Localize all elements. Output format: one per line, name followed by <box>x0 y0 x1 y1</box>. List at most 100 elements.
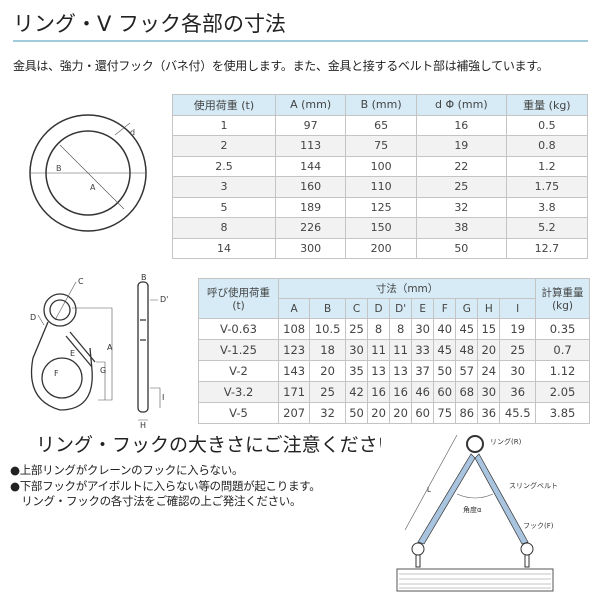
table-cell: 10.5 <box>309 318 346 340</box>
table-cell: 40 <box>433 318 457 340</box>
load-header: 呼び使用荷重 (t) <box>197 278 280 319</box>
column-header: E <box>411 298 435 319</box>
table-cell: 36 <box>499 381 537 403</box>
table-cell: 8 <box>172 217 276 239</box>
table-cell: 113 <box>274 135 347 157</box>
table-cell: 15 <box>477 318 501 340</box>
sling-label-ring: リング(R) <box>490 437 522 446</box>
hook-label-h: H <box>140 421 146 430</box>
table-cell: 5 <box>172 196 276 218</box>
table-cell: 108 <box>278 318 311 340</box>
ring-label-d: d <box>130 128 135 137</box>
table-cell: 45 <box>433 339 457 361</box>
table-cell: 0.8 <box>505 135 589 157</box>
table-cell: 30 <box>411 318 435 340</box>
table-cell: 97 <box>274 114 347 136</box>
column-header: G <box>455 298 479 319</box>
hook-label-d: D <box>30 313 36 322</box>
table-cell: 150 <box>345 217 417 239</box>
table-cell: 100 <box>345 155 417 177</box>
table-row: V-1.25 123 18 30 11 11 33 45 48 20 25 0.7 <box>197 339 590 361</box>
table-cell: 16 <box>415 114 507 136</box>
table-cell: V-1.25 <box>197 339 280 361</box>
table-cell: V-2 <box>197 360 280 382</box>
table-cell: 160 <box>274 176 347 198</box>
sling-label-length: L <box>427 486 431 494</box>
table-cell: 57 <box>455 360 479 382</box>
table-cell: 86 <box>455 402 479 424</box>
table-cell: 25 <box>499 339 537 361</box>
table-cell: 8 <box>389 318 413 340</box>
ring-dimension-table: 使用荷重 (t) A (mm) B (mm) d Φ (mm) 重量 (kg) 1 97 65… <box>172 94 589 259</box>
table-cell: 1.12 <box>535 360 590 382</box>
column-header: 重量 (kg) <box>505 94 589 116</box>
table-cell: 11 <box>389 339 413 361</box>
hook-diagram: C D E F G A B D' H I <box>30 273 168 430</box>
table-cell: 35 <box>344 360 369 382</box>
table-row: 5 189 125 32 3.8 <box>172 196 589 218</box>
column-header: D' <box>389 298 413 319</box>
column-header: C <box>344 298 369 319</box>
table-cell: 13 <box>389 360 413 382</box>
table-cell: 200 <box>345 237 417 259</box>
intro-text: 金具は、強力・還付フック（バネ付）を使用します。また、金具と接するベルト部は補強… <box>13 59 549 73</box>
table-cell: 13 <box>367 360 391 382</box>
table-cell: 32 <box>415 196 507 218</box>
table-row: 3 160 110 25 1.75 <box>172 176 589 198</box>
table-cell: 1.2 <box>505 155 589 177</box>
sling-label-hook: フック(F) <box>523 522 554 530</box>
table-cell: 30 <box>499 360 537 382</box>
table-cell: 46 <box>411 381 435 403</box>
table-cell: 68 <box>455 381 479 403</box>
hook-label-e: E <box>70 349 75 358</box>
table-cell: 48 <box>455 339 479 361</box>
table-cell: 3.85 <box>535 402 590 424</box>
column-header: I <box>499 298 537 319</box>
table-row: V-5 207 32 50 20 20 60 75 86 36 45.5 3.85 <box>197 402 590 424</box>
hook-label-a: A <box>107 343 113 352</box>
table-cell: 45.5 <box>499 402 537 424</box>
table-cell: 12.7 <box>505 237 589 259</box>
table-cell: 32 <box>309 402 346 424</box>
table-cell: 3 <box>172 176 276 198</box>
dimension-header: 寸法（mm） <box>278 278 537 299</box>
hook-label-f: F <box>54 369 59 378</box>
table-cell: 123 <box>278 339 311 361</box>
table-cell: 2.5 <box>172 155 276 177</box>
table-cell: 20 <box>389 402 413 424</box>
table-cell: 19 <box>499 318 537 340</box>
hook-dimension-table: 呼び使用荷重 (t) 寸法（mm） 計算重量 (kg) A B C D D' E F G H I V-… <box>197 278 590 424</box>
table-cell: 75 <box>433 402 457 424</box>
table-cell: 75 <box>345 135 417 157</box>
table-cell: 60 <box>411 402 435 424</box>
weight-header: 計算重量 (kg) <box>535 278 590 319</box>
column-header: F <box>433 298 457 319</box>
table-cell: 50 <box>415 237 507 259</box>
notice-line: ●上部リングがクレーンのフックに入らない。 <box>10 463 244 477</box>
table-cell: 50 <box>344 402 369 424</box>
table-cell: 20 <box>477 339 501 361</box>
table-cell: 143 <box>278 360 311 382</box>
table-row: 2.5 144 100 22 1.2 <box>172 155 589 177</box>
sling-label-angle: 角度α <box>463 505 482 514</box>
table-row: 2 113 75 19 0.8 <box>172 135 589 157</box>
table-cell: 207 <box>278 402 311 424</box>
column-header: D <box>367 298 391 319</box>
table-cell: 45 <box>455 318 479 340</box>
column-header: A <box>278 298 311 319</box>
table-cell: 22 <box>415 155 507 177</box>
table-cell: V-5 <box>197 402 280 424</box>
table-cell: V-0.63 <box>197 318 280 340</box>
table-cell: 16 <box>389 381 413 403</box>
table-cell: 1.75 <box>505 176 589 198</box>
table-cell: 8 <box>367 318 391 340</box>
table-cell: V-3.2 <box>197 381 280 403</box>
table-cell: 25 <box>309 381 346 403</box>
title-divider <box>13 40 588 42</box>
column-header: d Φ (mm) <box>415 94 507 116</box>
column-header: H <box>477 298 501 319</box>
page-title: リング・V フック各部の寸法 <box>13 12 287 36</box>
table-cell: 11 <box>367 339 391 361</box>
table-cell: 16 <box>367 381 391 403</box>
table-row: V-2 143 20 35 13 13 37 50 57 24 30 1.12 <box>197 360 590 382</box>
